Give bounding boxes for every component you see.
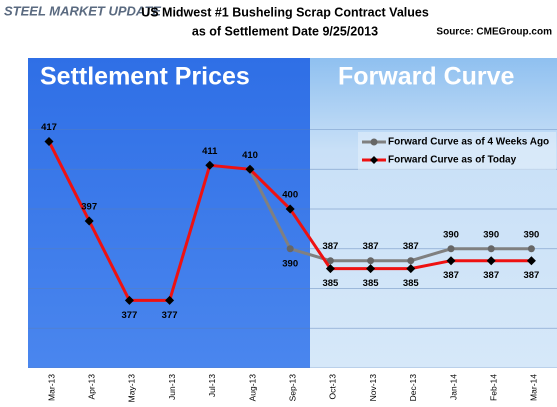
marker [366,264,376,274]
marker [406,264,416,274]
x-tick-label: Aug-13 [247,374,257,402]
x-tick-label: Jul-13 [207,374,217,397]
data-label: 387 [403,241,419,252]
data-label: 417 [41,122,57,133]
data-label: 377 [121,310,137,321]
data-label: 390 [483,229,499,240]
x-tick-label: Nov-13 [368,374,378,402]
x-tick-label: May-13 [127,374,137,403]
data-label: 385 [322,278,339,289]
plot [28,129,557,368]
overlay: Mar-13 Apr-13 May-13 Jun-13 Jul-13 Aug-13 Sep-… [41,122,556,402]
data-label: 390 [443,229,459,240]
marker [407,257,415,265]
chart-title: US Midwest #1 Busheling Scrap Contract V… [141,5,429,19]
x-tick-label: Mar-13 [46,374,56,401]
marker [367,257,375,265]
data-label: 390 [282,258,298,269]
forward-panel [310,58,557,368]
legend-label: Forward Curve as of 4 Weeks Ago [388,137,549,148]
data-label: 377 [162,310,178,321]
marker [245,164,255,174]
legend-marker [370,156,378,164]
marker [44,136,54,146]
data-label: 410 [242,150,258,161]
panel-label: Forward Curve [338,63,515,91]
settlement-panel [28,58,310,368]
marker [486,256,496,266]
marker [165,295,175,305]
data-label: 411 [202,146,218,157]
x-tick-label: Apr-13 [86,374,96,400]
marker [326,257,334,265]
legend-box [358,132,556,170]
source: Source: CMEGroup.com [436,27,552,38]
marker [325,264,335,274]
marker [286,245,294,253]
marker [205,160,215,170]
data-label: 385 [403,278,420,289]
panel-label: Settlement Prices [40,63,250,91]
chart-subtitle: as of Settlement Date 9/25/2013 [192,24,378,38]
data-label: 390 [523,229,539,240]
marker [526,256,536,266]
series-line [248,168,532,263]
x-tick-label: Mar-14 [529,374,539,401]
data-label: 400 [282,190,298,201]
x-tick-label: Jan-14 [448,374,458,400]
x-tick-label: Oct-13 [328,374,338,400]
data-label: 387 [322,241,338,252]
x-tick-label: Sep-13 [287,374,297,402]
data-label: 387 [483,270,499,281]
x-tick-label: Dec-13 [408,374,418,402]
marker [487,245,495,253]
data-label: 387 [443,270,459,281]
x-tick-label: Jun-13 [167,374,177,400]
marker [446,256,456,266]
marker [84,216,94,226]
marker [527,245,535,253]
marker [447,245,455,253]
logo: STEEL MARKET UPDATE [4,3,161,18]
x-tick-label: Feb-14 [488,374,498,401]
data-label: 387 [523,270,539,281]
marker [285,204,295,214]
data-label: 385 [363,278,380,289]
marker [124,295,134,305]
legend-label: Forward Curve as of Today [388,155,517,166]
legend-marker [370,138,378,146]
data-label: 387 [363,241,379,252]
data-label: 397 [81,201,97,212]
